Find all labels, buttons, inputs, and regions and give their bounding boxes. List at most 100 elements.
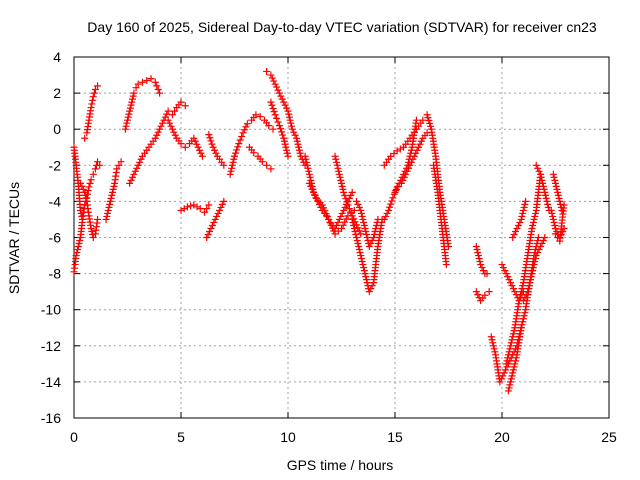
data-point-interp [370,230,378,238]
data-point-interp [355,227,363,235]
data-point-interp [88,227,96,235]
data-point [132,84,140,92]
data-point [534,234,542,241]
data-point [258,158,266,166]
data-point-interp [537,173,545,181]
data-point-interp [538,176,546,184]
data-point-interp [354,240,362,248]
data-point-interp [508,372,516,380]
data-point-interp [386,203,394,211]
data-point-interp [350,215,358,223]
data-point-interp [522,291,530,299]
data-point-interp [281,101,289,109]
data-point-interp [510,363,518,371]
data-point [305,170,313,178]
data-point [126,107,134,115]
data-point-interp [187,202,195,210]
series-arc-34 [532,161,553,214]
data-point-interp [171,107,179,115]
data-point [541,234,549,241]
series-arc-20 [348,215,386,296]
data-point-interp [529,218,537,226]
data-point-interp [302,155,310,163]
data-point-interp [356,249,364,257]
data-point [485,288,493,296]
data-point-interp [227,167,235,175]
data-point-interp [334,218,342,226]
data-point-interp [338,209,346,217]
data-point-interp [405,155,413,163]
data-point-interp [278,128,286,136]
data-point-interp [360,221,368,229]
data-point-interp [529,221,537,229]
data-point [130,170,138,178]
data-point [522,197,530,205]
data-point-interp [476,258,484,266]
data-point-interp [277,125,285,133]
data-point-interp [131,167,139,175]
data-point [207,224,215,232]
data-point-interp [283,146,291,154]
data-point-interp [519,282,527,290]
data-point [340,206,348,214]
data-point-interp [153,131,161,139]
data-point-interp [214,209,222,217]
data-point-interp [417,137,425,145]
data-point [151,78,159,86]
data-point [524,288,532,296]
data-point-interp [359,261,367,269]
data-point [269,125,277,133]
data-point-interp [553,185,561,193]
data-point-interp [503,357,511,365]
data-point [203,234,211,241]
data-point-interp [358,212,366,220]
data-point-interp [273,114,281,122]
y-tick-label: -2 [49,157,62,173]
data-point-interp [204,230,212,238]
data-point-interp [203,205,211,213]
data-point-interp [79,185,87,193]
data-point-interp [242,123,250,131]
data-point-interp [407,146,415,154]
data-point-interp [343,198,351,206]
data-point-interp [339,221,347,229]
data-point [507,342,515,350]
data-point [235,140,243,148]
data-point [357,252,365,260]
data-point-interp [512,354,520,362]
data-point-interp [350,224,358,232]
data-point-interp [512,227,520,235]
data-point-interp [207,137,215,145]
data-point [151,134,159,142]
data-point [89,170,97,178]
data-point-interp [191,137,199,145]
data-point-interp [197,149,205,157]
data-point [231,152,238,160]
data-point [350,206,358,214]
data-point-interp [122,122,130,130]
data-point-interp [372,221,380,229]
data-point-interp [157,122,165,130]
data-point-interp [109,185,117,193]
data-point-interp [529,267,537,275]
data-point [81,134,89,142]
data-point-interp [508,336,516,344]
series-arc-7 [126,107,172,187]
data-point [502,360,510,368]
data-point [164,107,172,115]
data-point [509,234,517,241]
data-point-interp [527,273,535,281]
data-point [265,122,273,130]
data-point-interp [362,276,370,284]
series-arc-13 [226,111,277,178]
data-point [239,129,247,137]
data-point [121,125,129,133]
data-point-interp [527,276,535,284]
data-point [130,89,138,97]
data-point-interp [396,145,404,153]
data-point [352,197,360,205]
data-point-interp [335,167,343,175]
data-point [96,161,104,169]
data-point-interp [76,237,84,245]
data-point-interp [529,264,537,272]
